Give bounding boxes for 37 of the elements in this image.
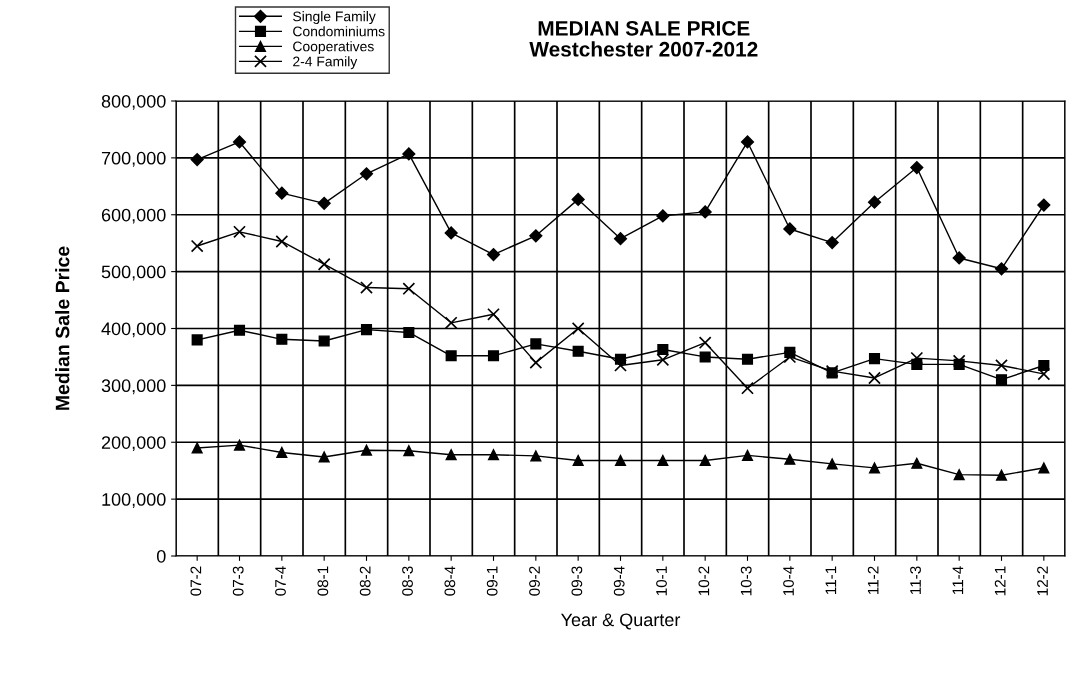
x-tick-label: 11-3 (910, 566, 921, 595)
chart-title: MEDIAN SALE PRICE Westchester 2007-2012 (529, 20, 758, 57)
legend-label: Cooperatives (293, 41, 374, 55)
y-tick-label: 0 (156, 549, 166, 563)
x-tick-label: 07-3 (232, 566, 244, 596)
legend-label: 2-4 Family (293, 56, 358, 70)
x-tick-label: 07-4 (275, 566, 286, 596)
legend-label: Condominiums (293, 26, 385, 37)
y-tick-label: 800,000 (101, 94, 166, 110)
x-tick-label: 08-4 (444, 566, 456, 596)
x-tick-label: 08-2 (359, 566, 371, 596)
x-tick-label: 10-3 (740, 566, 752, 596)
y-tick-label: 300,000 (101, 379, 166, 395)
x-tick-label: 12-2 (1037, 566, 1048, 596)
x-axis-title: Year & Quarter (561, 613, 681, 630)
y-tick-label: 600,000 (101, 208, 166, 224)
x-tick-label: 11-2 (867, 566, 879, 595)
x-tick-label: 11-4 (952, 566, 964, 595)
x-tick-label: 09-2 (529, 566, 540, 596)
y-axis-title: Median Sale Price (55, 246, 70, 410)
y-tick-label: 100,000 (102, 493, 166, 508)
x-tick-label: 09-1 (486, 566, 498, 596)
y-tick-label: 400,000 (101, 322, 166, 338)
x-tick-label: 11-1 (825, 566, 837, 595)
y-tick-label: 700,000 (101, 151, 166, 167)
legend-label: Single Family (293, 11, 376, 25)
x-tick-label: 09-4 (613, 566, 625, 596)
x-tick-label: 10-4 (783, 566, 794, 596)
x-tick-label: 12-1 (994, 566, 1006, 596)
y-tick-label: 200,000 (101, 436, 166, 452)
x-tick-label: 10-2 (698, 566, 710, 596)
x-tick-label: 09-3 (571, 566, 583, 596)
y-tick-label: 500,000 (101, 265, 166, 281)
x-tick-label: 07-2 (190, 566, 202, 596)
x-tick-label: 08-1 (317, 566, 329, 596)
x-tick-label: 10-1 (656, 566, 667, 596)
x-tick-label: 08-3 (402, 566, 413, 596)
